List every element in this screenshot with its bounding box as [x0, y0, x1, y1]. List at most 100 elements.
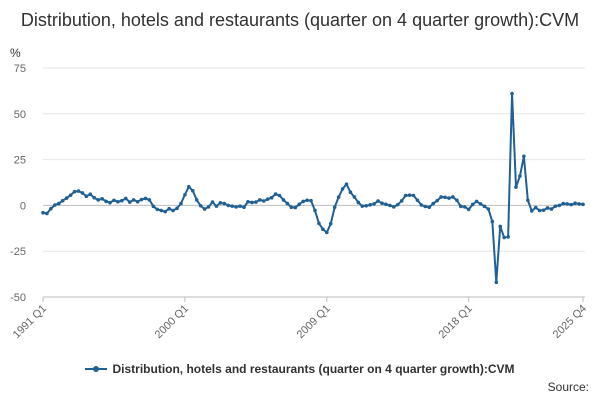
- data-point[interactable]: [277, 193, 282, 198]
- data-point[interactable]: [328, 221, 333, 226]
- data-point[interactable]: [214, 204, 219, 208]
- data-point[interactable]: [293, 205, 298, 210]
- data-point[interactable]: [104, 199, 108, 204]
- data-point[interactable]: [123, 196, 128, 201]
- data-point[interactable]: [163, 209, 167, 214]
- legend[interactable]: Distribution, hotels and restaurants (qu…: [0, 362, 600, 376]
- data-point[interactable]: [92, 195, 97, 200]
- data-point[interactable]: [151, 204, 156, 209]
- data-point[interactable]: [545, 206, 550, 210]
- data-point[interactable]: [392, 205, 396, 209]
- data-point[interactable]: [380, 201, 384, 205]
- data-point[interactable]: [242, 205, 246, 210]
- data-point[interactable]: [384, 202, 388, 207]
- data-point[interactable]: [261, 199, 266, 203]
- data-point[interactable]: [100, 197, 104, 201]
- data-point[interactable]: [155, 207, 160, 212]
- data-point[interactable]: [175, 206, 179, 211]
- data-point[interactable]: [198, 203, 203, 208]
- data-point[interactable]: [474, 199, 479, 204]
- data-point[interactable]: [250, 200, 254, 205]
- data-point[interactable]: [135, 199, 140, 204]
- data-point[interactable]: [490, 219, 495, 224]
- data-point[interactable]: [41, 210, 45, 215]
- data-point[interactable]: [108, 200, 112, 205]
- data-point[interactable]: [56, 201, 61, 206]
- data-point[interactable]: [395, 202, 400, 207]
- data-point[interactable]: [60, 198, 65, 203]
- data-point[interactable]: [348, 190, 353, 195]
- data-point[interactable]: [557, 203, 562, 208]
- data-point[interactable]: [147, 198, 152, 202]
- data-point[interactable]: [218, 201, 223, 205]
- data-point[interactable]: [230, 204, 234, 208]
- data-point[interactable]: [427, 205, 432, 210]
- data-point[interactable]: [194, 198, 199, 202]
- data-point[interactable]: [356, 200, 361, 205]
- data-point[interactable]: [202, 207, 207, 211]
- data-point[interactable]: [234, 205, 238, 209]
- data-point[interactable]: [411, 193, 416, 198]
- data-point[interactable]: [325, 230, 329, 235]
- data-point[interactable]: [96, 198, 100, 202]
- data-point[interactable]: [522, 154, 526, 159]
- data-point[interactable]: [368, 203, 372, 207]
- data-point[interactable]: [68, 193, 73, 197]
- data-point[interactable]: [581, 202, 585, 207]
- data-point[interactable]: [502, 235, 506, 240]
- data-point[interactable]: [372, 202, 376, 206]
- data-point[interactable]: [364, 203, 369, 208]
- data-point[interactable]: [273, 192, 278, 196]
- data-point[interactable]: [84, 194, 89, 199]
- data-point[interactable]: [301, 199, 305, 204]
- data-point[interactable]: [167, 206, 171, 211]
- data-point[interactable]: [112, 198, 116, 203]
- data-point[interactable]: [269, 195, 274, 200]
- data-point[interactable]: [498, 224, 503, 229]
- data-point[interactable]: [336, 195, 341, 199]
- data-point[interactable]: [419, 203, 424, 207]
- data-point[interactable]: [257, 198, 262, 202]
- data-point[interactable]: [321, 227, 325, 232]
- data-point[interactable]: [399, 199, 404, 203]
- data-point[interactable]: [459, 204, 463, 209]
- data-point[interactable]: [45, 211, 49, 216]
- data-point[interactable]: [431, 201, 436, 206]
- data-point[interactable]: [281, 198, 286, 202]
- data-point[interactable]: [407, 193, 412, 197]
- data-point[interactable]: [541, 208, 546, 212]
- data-point[interactable]: [72, 189, 77, 194]
- data-point[interactable]: [53, 203, 57, 207]
- data-point[interactable]: [238, 204, 242, 208]
- data-point[interactable]: [183, 192, 187, 197]
- data-point[interactable]: [447, 196, 451, 200]
- data-point[interactable]: [549, 207, 554, 211]
- data-point[interactable]: [352, 195, 357, 199]
- data-point[interactable]: [462, 205, 467, 209]
- data-point[interactable]: [127, 200, 132, 204]
- data-point[interactable]: [226, 203, 231, 208]
- data-point[interactable]: [529, 209, 534, 213]
- data-point[interactable]: [179, 201, 183, 206]
- data-point[interactable]: [423, 204, 428, 209]
- data-point[interactable]: [120, 198, 124, 203]
- data-point[interactable]: [435, 198, 439, 203]
- data-point[interactable]: [506, 235, 510, 239]
- data-point[interactable]: [340, 187, 345, 191]
- data-point[interactable]: [561, 201, 566, 206]
- data-point[interactable]: [439, 195, 443, 199]
- data-point[interactable]: [285, 201, 290, 206]
- data-point[interactable]: [415, 198, 420, 203]
- data-point[interactable]: [254, 200, 258, 204]
- data-point[interactable]: [210, 200, 215, 204]
- data-point[interactable]: [494, 280, 499, 285]
- data-point[interactable]: [486, 207, 491, 211]
- data-point[interactable]: [518, 174, 522, 178]
- data-point[interactable]: [514, 185, 518, 189]
- data-point[interactable]: [344, 182, 349, 186]
- data-point[interactable]: [159, 208, 164, 213]
- data-point[interactable]: [526, 198, 530, 203]
- data-point[interactable]: [565, 202, 570, 206]
- data-point[interactable]: [88, 192, 93, 197]
- data-point[interactable]: [76, 189, 81, 193]
